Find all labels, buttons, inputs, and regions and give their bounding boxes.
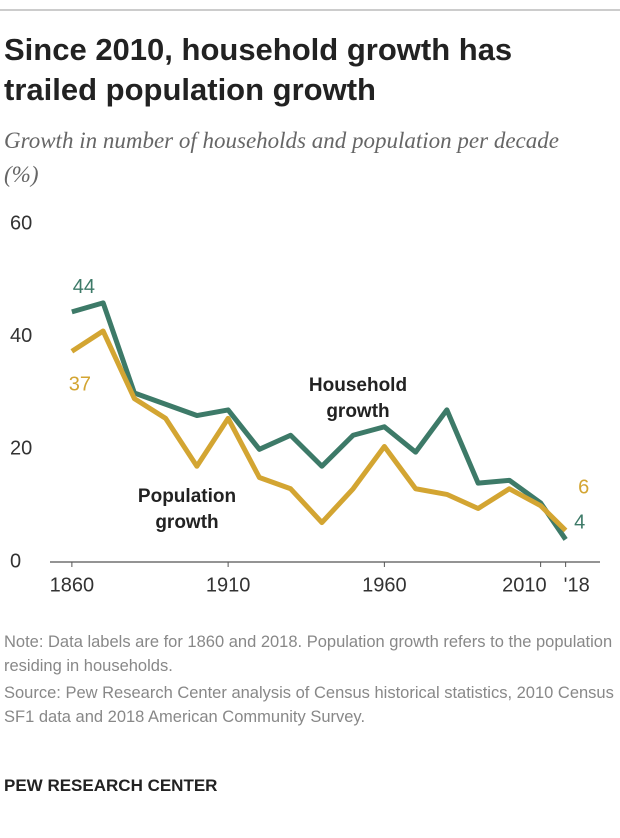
- data-label: 6: [578, 477, 589, 499]
- x-tick-label: '18: [564, 574, 590, 596]
- data-label: 4: [574, 512, 585, 534]
- note: Note: Data labels are for 1860 and 2018.…: [4, 633, 613, 675]
- x-tick-label: 1960: [362, 574, 407, 596]
- chart-title: Since 2010, household growth has trailed…: [4, 32, 513, 107]
- series-annotation: Population growth: [137, 486, 237, 533]
- source: Source: Pew Research Center analysis of …: [4, 684, 614, 726]
- data-label: 37: [69, 374, 91, 396]
- footer: PEW RESEARCH CENTER: [4, 776, 218, 795]
- series-line: [71, 300, 568, 541]
- y-tick-label: 20: [10, 438, 32, 460]
- series-line: [70, 328, 568, 533]
- series-annotation: Household growth: [308, 375, 408, 422]
- x-tick-label: 1910: [206, 574, 251, 596]
- x-tick-label: 1860: [50, 574, 95, 596]
- chart-subtitle: Growth in number of households and popul…: [4, 128, 559, 187]
- y-tick-label: 40: [10, 325, 32, 347]
- y-tick-label: 0: [10, 550, 21, 572]
- x-tick-label: 2010: [502, 574, 547, 596]
- data-label: 44: [73, 276, 95, 298]
- y-tick-label: 60: [10, 212, 32, 234]
